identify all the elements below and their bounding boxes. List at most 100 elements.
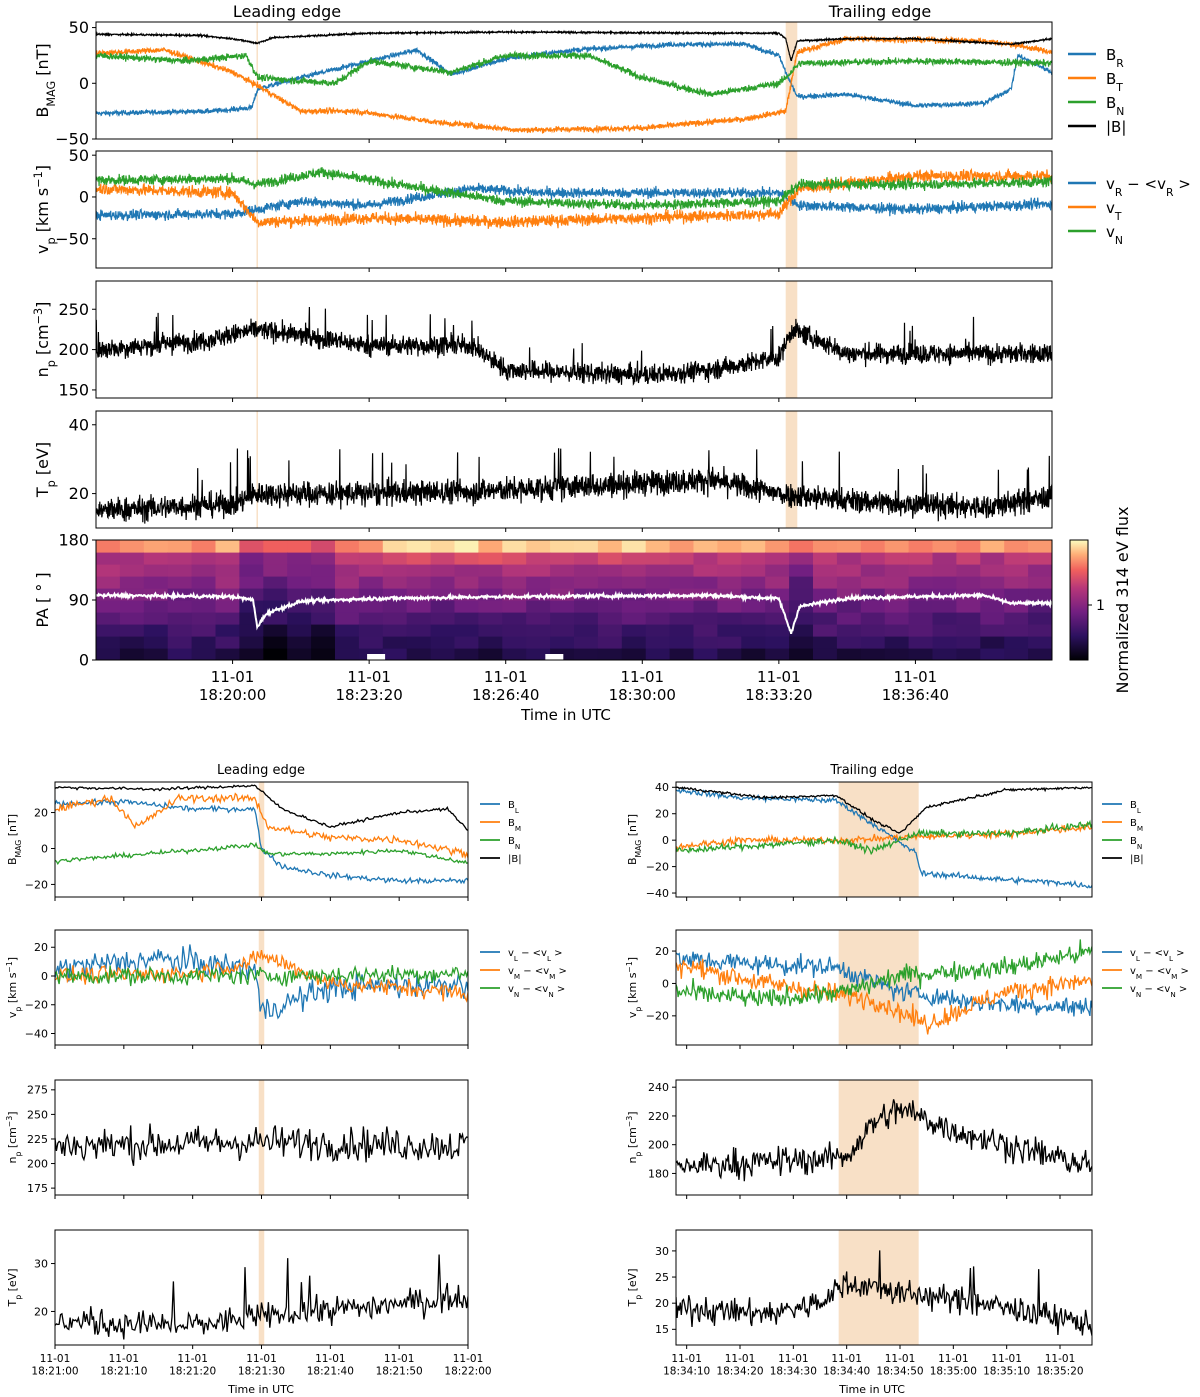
heatmap-cell: [884, 576, 910, 589]
heatmap-cell: [860, 600, 886, 613]
label-part: −3: [5, 1116, 14, 1127]
heatmap-cell: [956, 540, 981, 553]
legend-label: |B|: [1106, 118, 1126, 136]
heatmap-cell: [765, 612, 790, 625]
heatmap-cell: [956, 564, 981, 577]
heatmap-cell: [908, 636, 934, 649]
heatmap-cell: [406, 540, 432, 553]
series-t-p: [96, 448, 1052, 524]
axes-frame: [95, 280, 1053, 399]
heatmap-cell: [956, 636, 981, 649]
label-part: MAG: [45, 81, 58, 107]
heatmap-cell: [119, 576, 145, 589]
heatmap-cell: [813, 612, 838, 625]
heatmap-cell: [502, 564, 527, 577]
heatmap-cell: [406, 612, 432, 625]
label-part: [km s: [626, 972, 639, 1006]
heatmap-cell: [119, 540, 145, 553]
heatmap-cell: [1004, 576, 1029, 589]
heatmap-cell: [335, 636, 360, 649]
heatmap-cell: [215, 648, 240, 660]
x-tick-line: 18:23:20: [335, 686, 402, 704]
heatmap-cell: [191, 552, 217, 565]
heatmap-cell: [669, 648, 695, 660]
heatmap-cell: [980, 648, 1005, 660]
heatmap-cell: [311, 648, 336, 660]
legend-label-part: >: [1177, 966, 1189, 977]
heatmap-cell: [621, 564, 647, 577]
heatmap-cell: [621, 576, 647, 589]
heatmap-cell: [860, 612, 886, 625]
heatmap-cell: [358, 588, 384, 601]
label-part: [eV]: [33, 442, 52, 480]
series-n-p: [676, 1099, 1092, 1182]
legend-label: BL: [508, 800, 519, 815]
heatmap-cell: [311, 552, 336, 565]
series--b-: [55, 784, 468, 831]
heatmap-cell: [215, 612, 240, 625]
heatmap-cell: [430, 552, 456, 565]
heatmap-cell: [526, 576, 551, 589]
heatmap-cell: [311, 576, 336, 589]
heatmap-cell: [119, 552, 145, 565]
y-tick-label: −50: [55, 130, 89, 149]
heatmap-cell: [836, 612, 862, 625]
x-tick-line: 18:22:00: [444, 1366, 491, 1378]
heatmap-cell: [1004, 564, 1029, 577]
y-tick-label: 20: [34, 941, 48, 954]
heatmap-cell: [335, 612, 360, 625]
label-part: ]: [33, 165, 52, 171]
x-tick-line: 18:21:20: [169, 1366, 216, 1378]
y-tick-label: 25: [655, 1271, 669, 1284]
legend-label-part: − <v: [518, 948, 547, 959]
heatmap-cell: [502, 552, 527, 565]
series-v-n: [96, 167, 1052, 211]
heatmap-cell: [574, 600, 599, 613]
legend-label-part: N: [1116, 105, 1124, 118]
heatmap-cell: [96, 564, 121, 577]
legend-label-part: M: [1136, 972, 1142, 981]
y-axis-label: np [cm−3]: [625, 1111, 643, 1163]
y-tick-label: 250: [27, 1108, 48, 1121]
heatmap-cell: [406, 648, 432, 660]
lead-xlabel: Time in UTC: [227, 1383, 294, 1396]
legend-label-part: B: [1106, 46, 1116, 64]
axes-frame: [95, 21, 1053, 140]
y-tick-label: 30: [655, 1245, 669, 1258]
legend-label-part: N: [1170, 990, 1175, 999]
y-axis-label: PA [ ° ]: [33, 572, 52, 627]
heatmap-cell: [741, 648, 766, 660]
series-lines: [96, 29, 1052, 135]
heatmap-cell: [263, 552, 288, 565]
y-tick-label: 180: [58, 531, 89, 550]
x-tick-line: 11-01: [315, 1353, 346, 1365]
legend-label-part: B: [1106, 94, 1116, 112]
heatmap-cell: [717, 636, 742, 649]
heatmap-cell: [358, 564, 384, 577]
heatmap-cell: [956, 552, 981, 565]
heatmap-cell: [526, 564, 551, 577]
trailing-edge-label: Trailing edge: [828, 2, 932, 21]
heatmap-cell: [430, 600, 456, 613]
x-tick-line: 11-01: [246, 1353, 277, 1365]
label-part: −1: [625, 961, 634, 972]
y-axis-label: BMAG [nT]: [626, 814, 643, 865]
legend-label: BN: [1106, 94, 1124, 118]
y-tick-label: 200: [648, 1139, 669, 1152]
label-part: p: [45, 237, 58, 244]
series-v-n-v-n-: [55, 964, 468, 987]
legend-label-part: N: [1115, 234, 1123, 247]
heatmap-cell: [478, 552, 503, 565]
y-tick-label: 50: [69, 18, 89, 37]
legend-label: vR − <vR >: [1106, 175, 1191, 199]
heatmap-cell: [836, 552, 862, 565]
y-axis-label: BMAG [nT]: [6, 814, 23, 865]
heatmap-cell: [239, 648, 264, 660]
series-lines: [676, 939, 1092, 1035]
top-xlabel: Time in UTC: [520, 706, 611, 724]
y-tick-label: 175: [27, 1182, 48, 1195]
heatmap-cell: [908, 552, 934, 565]
label-part: B: [626, 857, 639, 865]
heatmap-cell: [311, 612, 336, 625]
heatmap-cell: [621, 540, 647, 553]
